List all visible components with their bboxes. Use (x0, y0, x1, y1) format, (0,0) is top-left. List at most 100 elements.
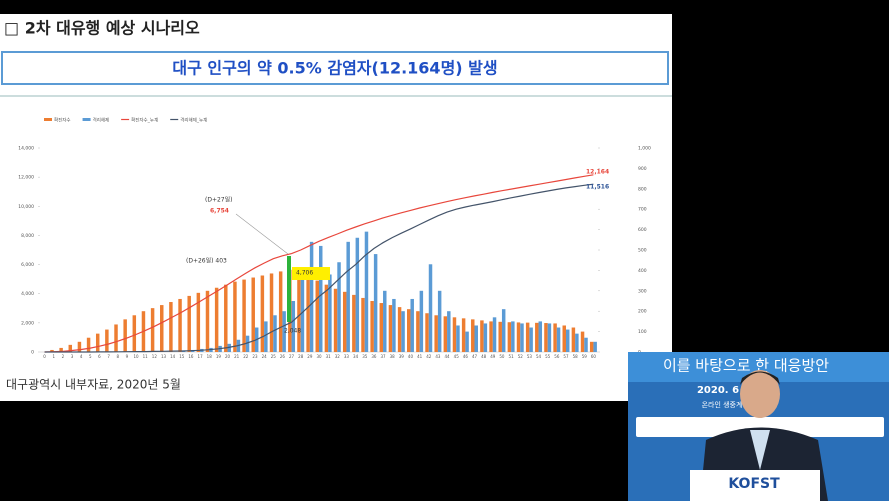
x-tick-label: 33 (344, 354, 350, 359)
bar (160, 305, 164, 352)
bar (309, 241, 314, 352)
line (44, 183, 594, 353)
bar (443, 316, 448, 352)
bar (373, 254, 378, 352)
face (740, 370, 780, 418)
bar (553, 323, 557, 352)
x-tick-label: 30 (316, 354, 322, 359)
bar (205, 290, 210, 352)
bar (388, 305, 393, 352)
bar (480, 320, 484, 352)
bar (562, 325, 566, 352)
bar (437, 290, 442, 352)
y-tick-label: 8,000 (21, 233, 34, 239)
bar (410, 298, 414, 352)
bar (379, 303, 384, 352)
legend-swatch (44, 118, 52, 121)
annotation: 2,048 (284, 328, 301, 335)
bar (150, 308, 155, 352)
bar (333, 288, 338, 352)
bar (452, 317, 457, 352)
bar (370, 301, 374, 352)
x-tick-label: 53 (527, 354, 533, 359)
x-tick-label: 5 (89, 354, 92, 359)
line (44, 174, 594, 353)
bar (95, 333, 100, 352)
x-tick-label: 35 (362, 354, 368, 359)
annotation: (D+26일) 403 (186, 257, 227, 265)
x-tick-label: 14 (170, 354, 176, 359)
x-tick-label: 28 (298, 354, 304, 359)
bar (291, 301, 296, 352)
x-tick-label: 17 (198, 354, 204, 359)
x-tick-label: 12 (152, 354, 158, 359)
x-tick-label: 2 (62, 354, 65, 359)
bar (483, 323, 488, 352)
x-tick-label: 4 (80, 354, 83, 359)
x-tick-label: 60 (591, 354, 597, 359)
x-tick-label: 42 (426, 354, 432, 359)
source: 대구광역시 내부자료, 2020년 5월 (6, 378, 181, 392)
y2-tick-label: 1,000 (638, 146, 651, 152)
bar (406, 309, 411, 352)
bar (278, 271, 283, 352)
bar (565, 329, 570, 352)
bar (86, 337, 91, 352)
bar (196, 292, 201, 352)
bar (556, 327, 561, 352)
bar (584, 337, 588, 352)
x-tick-label: 59 (582, 354, 588, 359)
bar (447, 311, 451, 352)
y2-tick-label: 600 (638, 227, 647, 233)
y-tick-label: 6,000 (21, 262, 34, 268)
bar (273, 315, 277, 352)
x-tick-label: 8 (116, 354, 119, 359)
bar (507, 322, 512, 352)
headline-box (1, 51, 669, 85)
x-tick-label: 21 (234, 354, 240, 359)
bar (501, 309, 506, 352)
bar (123, 319, 127, 352)
bar (593, 341, 597, 352)
x-tick-label: 0 (43, 354, 46, 359)
bar (355, 237, 360, 352)
bar (269, 273, 274, 352)
inset-title: 이를 바탕으로 한 대응방안 (663, 357, 829, 375)
legend-label: 격리해제_누계 (180, 117, 207, 124)
bar (383, 290, 387, 352)
x-tick-label: 15 (179, 354, 185, 359)
bar (59, 347, 63, 352)
bar (187, 295, 191, 352)
y2-tick-label: 100 (638, 329, 647, 335)
y2-tick-label: 800 (638, 186, 647, 192)
bar (575, 333, 579, 352)
bar (282, 311, 286, 352)
bar (264, 321, 268, 352)
x-tick-label: 25 (271, 354, 277, 359)
inset-logo: KOFST (728, 476, 780, 492)
x-tick-label: 27 (289, 354, 295, 359)
bar (315, 280, 319, 352)
bar (535, 322, 539, 352)
bar (428, 264, 433, 352)
bar (132, 315, 137, 352)
y2-tick-label: 300 (638, 288, 647, 294)
x-tick-label: 13 (161, 354, 167, 359)
bar (529, 327, 533, 352)
legend-label: 확진자수_누계 (131, 117, 158, 124)
y2-tick-label: 500 (638, 248, 647, 254)
x-tick-label: 3 (71, 354, 74, 359)
slide-title: □ 2차 대유행 예상 시나리오 (4, 19, 200, 38)
bar (461, 318, 466, 352)
x-tick-label: 22 (243, 354, 249, 359)
y-tick-label: 0 (31, 350, 34, 356)
bar (498, 321, 502, 352)
annotation: 12,164 (586, 169, 609, 176)
bar (306, 276, 310, 352)
bar (538, 321, 543, 352)
y2-tick-label: 400 (638, 268, 647, 274)
bar (511, 321, 515, 352)
bar (342, 291, 347, 352)
